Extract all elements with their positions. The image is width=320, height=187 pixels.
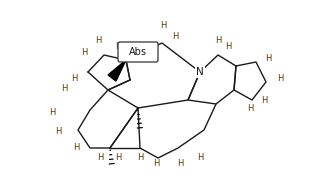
Text: H: H [265,53,271,62]
Text: H: H [197,154,203,163]
Text: H: H [153,160,159,168]
Text: H: H [73,143,79,153]
Text: H: H [115,42,121,50]
Text: H: H [55,128,61,137]
Text: N: N [196,67,204,77]
Text: H: H [137,154,143,163]
Text: H: H [277,73,283,82]
Text: H: H [71,73,77,82]
Text: H: H [95,36,101,45]
Text: H: H [177,160,183,168]
Text: H: H [115,154,121,163]
Text: H: H [225,42,231,50]
Text: H: H [61,84,67,93]
Text: H: H [49,108,55,117]
Text: H: H [160,21,166,30]
Text: Abs: Abs [129,47,147,57]
FancyBboxPatch shape [118,42,158,62]
Text: H: H [215,36,221,45]
Text: H: H [81,47,87,56]
Text: H: H [261,96,267,105]
Text: H: H [97,154,103,163]
Text: H: H [247,103,253,113]
Polygon shape [108,60,126,81]
Text: H: H [172,31,178,41]
